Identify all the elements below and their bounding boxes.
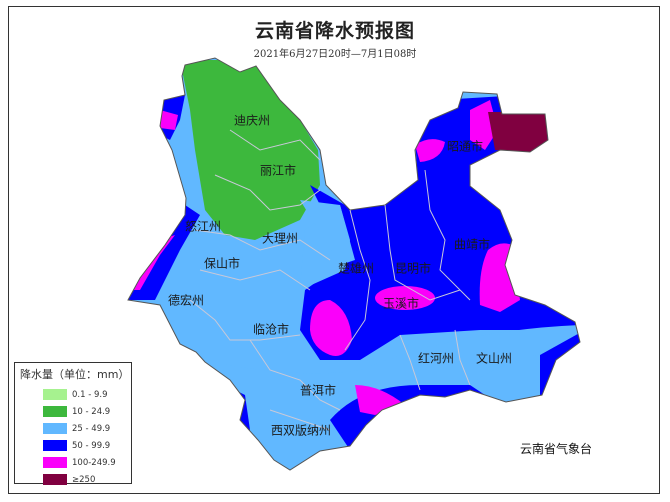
legend-label: ≥250 — [72, 474, 96, 485]
city-label-lijiang: 丽江市 — [259, 163, 297, 178]
area-100-249 — [310, 300, 352, 356]
city-label-puer: 普洱市 — [299, 383, 337, 398]
city-label-kunming: 昆明市 — [394, 261, 432, 276]
city-label-baoshan: 保山市 — [203, 256, 241, 271]
legend-item: 0.1 - 9.9 — [15, 386, 131, 403]
area-100-249 — [415, 139, 445, 162]
city-label-chuxiong: 楚雄州 — [337, 261, 375, 276]
legend-item: 10 - 24.9 — [15, 403, 131, 420]
city-label-wenshan: 文山州 — [475, 351, 513, 366]
legend-item: ≥250 — [15, 471, 131, 488]
legend-swatch — [43, 457, 67, 468]
legend-label: 100-249.9 — [72, 457, 116, 468]
city-label-xishuangbanna: 西双版纳州 — [270, 423, 332, 438]
legend-swatch — [43, 474, 67, 485]
legend-item: 50 - 99.9 — [15, 437, 131, 454]
map-frame — [8, 6, 660, 494]
city-label-dali: 大理州 — [261, 231, 299, 246]
map-subtitle: 2021年6月27日20时—7月1日08时 — [253, 49, 417, 60]
legend-swatch — [43, 423, 67, 434]
legend-label: 10 - 24.9 — [72, 406, 111, 417]
city-label-zhaotong: 昭通市 — [446, 139, 484, 154]
city-label-lincang: 临沧市 — [252, 322, 290, 337]
area-100-249 — [160, 110, 178, 130]
legend-item: 25 - 49.9 — [15, 420, 131, 437]
legend: 降水量（单位：mm） 0.1 - 9.9 10 - 24.9 25 - 49.9… — [14, 362, 132, 485]
legend-item: 100-249.9 — [15, 454, 131, 471]
city-label-dehong: 德宏州 — [167, 293, 205, 308]
area-25-49 — [300, 200, 355, 265]
city-label-diqing: 迪庆州 — [233, 113, 271, 128]
area-250-plus — [488, 112, 548, 152]
legend-swatch — [43, 389, 67, 400]
city-label-nujiang: 怒江州 — [184, 219, 222, 234]
legend-label: 50 - 99.9 — [72, 440, 111, 451]
prefecture-boundaries — [189, 129, 471, 431]
legend-label: 25 - 49.9 — [72, 423, 111, 434]
area-100-249 — [375, 286, 435, 310]
legend-swatch — [43, 440, 67, 451]
legend-swatch — [43, 406, 67, 417]
legend-label: 0.1 - 9.9 — [72, 389, 108, 400]
area-25-49 — [200, 325, 580, 470]
city-label-honghe: 红河州 — [417, 351, 455, 366]
city-label-yuxi: 玉溪市 — [382, 296, 420, 311]
city-label-qujing: 曲靖市 — [453, 237, 491, 252]
agency-credit: 云南省气象台 — [520, 442, 593, 456]
legend-title: 降水量（单位：mm） — [20, 368, 130, 381]
map-title: 云南省降水预报图 — [254, 20, 415, 42]
